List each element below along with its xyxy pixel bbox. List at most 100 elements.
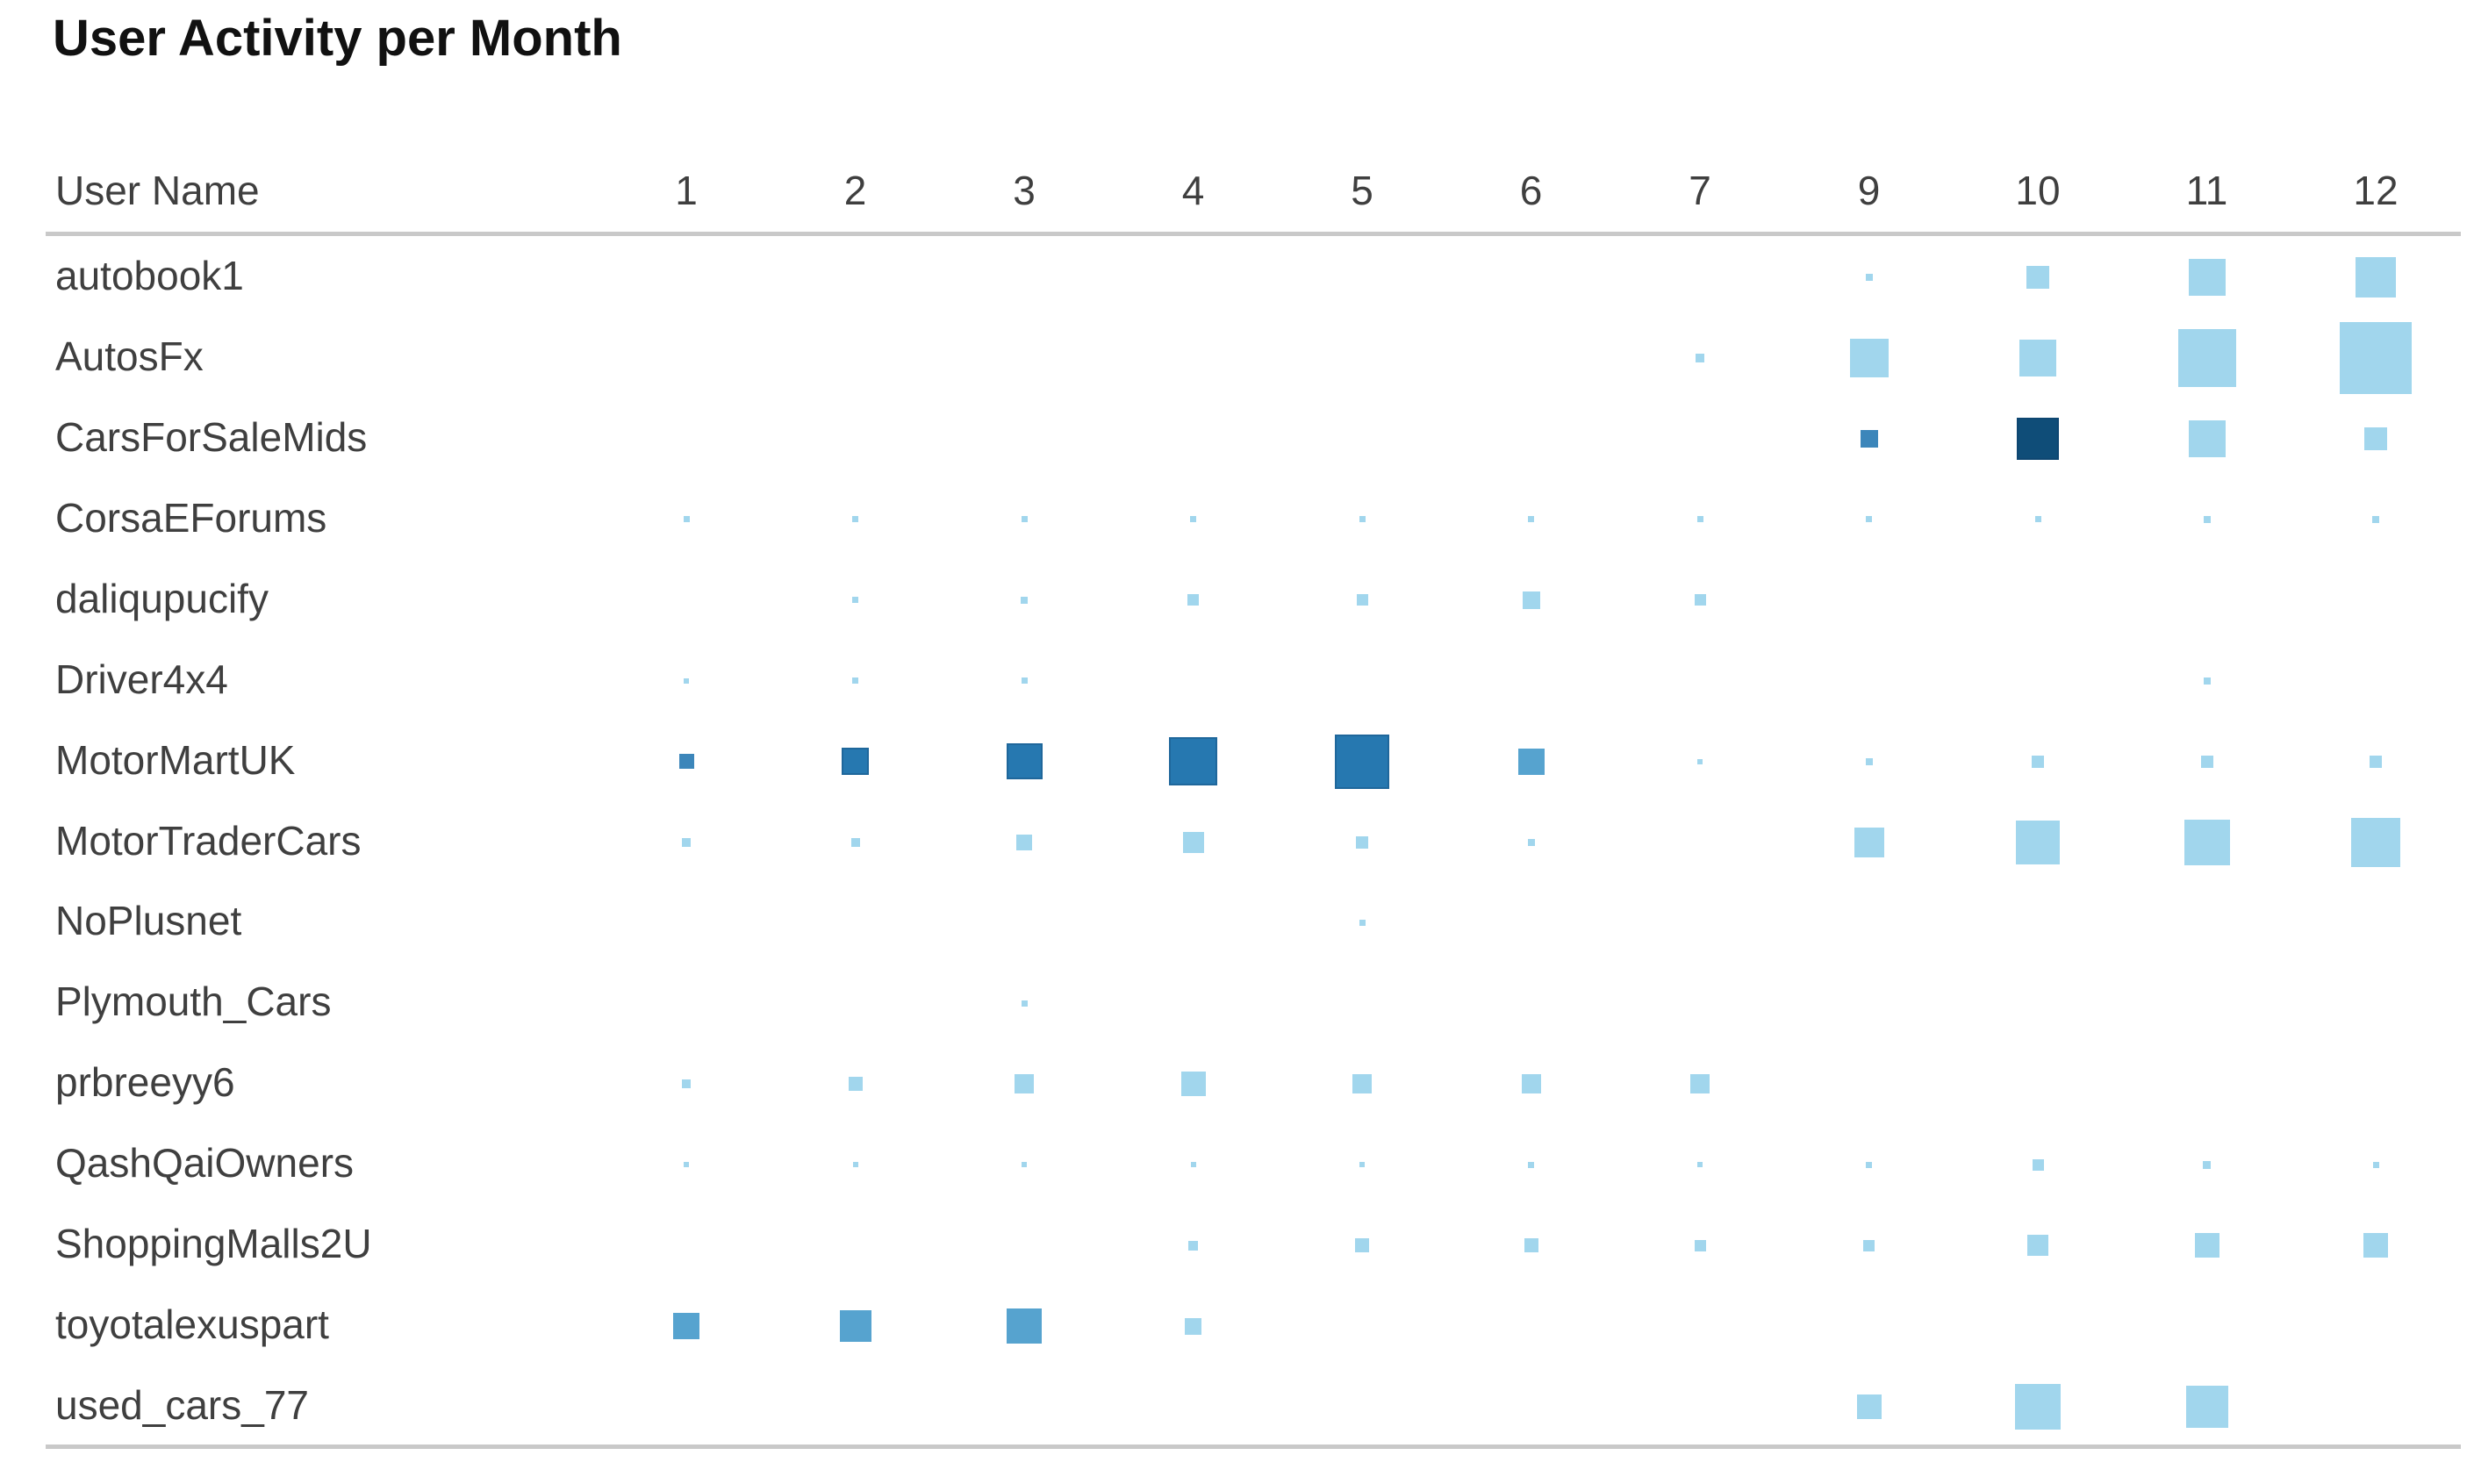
activity-mark[interactable] <box>2019 339 2056 376</box>
user-name-column-header: User Name <box>55 168 260 213</box>
activity-mark[interactable] <box>1185 1317 1201 1335</box>
activity-mark[interactable] <box>2370 755 2382 768</box>
activity-mark[interactable] <box>2026 266 2049 289</box>
activity-mark[interactable] <box>1182 831 1204 853</box>
month-column-header-9: 9 <box>1857 168 1881 213</box>
activity-mark[interactable] <box>2016 820 2060 864</box>
activity-mark[interactable] <box>1006 743 1043 780</box>
activity-mark[interactable] <box>2203 677 2211 685</box>
activity-mark[interactable] <box>1863 1239 1875 1251</box>
activity-mark[interactable] <box>2027 1235 2048 1257</box>
activity-mark[interactable] <box>1169 737 1217 786</box>
activity-mark[interactable] <box>1849 338 1889 377</box>
activity-mark[interactable] <box>852 597 858 604</box>
activity-mark[interactable] <box>848 1077 863 1092</box>
activity-mark[interactable] <box>2184 819 2230 865</box>
activity-mark[interactable] <box>684 677 689 684</box>
activity-mark[interactable] <box>1021 596 1028 604</box>
activity-mark[interactable] <box>839 1310 871 1343</box>
activity-mark[interactable] <box>2185 1386 2228 1429</box>
activity-mark[interactable] <box>2200 755 2213 768</box>
activity-mark[interactable] <box>2017 417 2059 460</box>
activity-mark[interactable] <box>1517 748 1545 775</box>
activity-mark[interactable] <box>682 837 691 847</box>
user-row-label-used_cars_77: used_cars_77 <box>55 1382 309 1429</box>
activity-mark[interactable] <box>1015 1074 1034 1094</box>
activity-mark[interactable] <box>1697 1162 1703 1168</box>
activity-mark[interactable] <box>842 748 869 776</box>
activity-mark[interactable] <box>1359 919 1366 926</box>
user-row-label-QashQaiOwners: QashQaiOwners <box>55 1140 355 1186</box>
month-column-header-1: 1 <box>675 168 698 213</box>
activity-mark[interactable] <box>1180 1072 1206 1097</box>
user-row-label-MotorTraderCars: MotorTraderCars <box>55 817 362 864</box>
activity-mark[interactable] <box>2032 755 2044 768</box>
activity-mark[interactable] <box>1524 1238 1538 1253</box>
activity-mark[interactable] <box>2363 1233 2388 1258</box>
activity-mark[interactable] <box>1016 834 1032 850</box>
activity-mark[interactable] <box>1190 516 1196 523</box>
activity-mark[interactable] <box>2188 259 2226 296</box>
activity-mark[interactable] <box>2177 328 2236 387</box>
activity-mark[interactable] <box>1696 516 1703 523</box>
user-row-label-ShoppingMalls2U: ShoppingMalls2U <box>55 1221 372 1267</box>
activity-mark[interactable] <box>1359 516 1366 523</box>
activity-mark[interactable] <box>1021 677 1028 685</box>
user-row-label-CarsForSaleMids: CarsForSaleMids <box>55 413 368 460</box>
activity-mark[interactable] <box>673 1313 699 1340</box>
activity-mark[interactable] <box>684 1162 689 1168</box>
activity-mark[interactable] <box>852 516 858 523</box>
activity-mark[interactable] <box>1021 516 1028 523</box>
activity-mark[interactable] <box>2364 427 2387 450</box>
activity-mark[interactable] <box>1690 1074 1710 1094</box>
activity-mark[interactable] <box>852 1162 858 1168</box>
activity-mark[interactable] <box>850 837 860 847</box>
activity-mark[interactable] <box>1527 838 1535 846</box>
activity-mark[interactable] <box>2351 817 2400 867</box>
activity-mark[interactable] <box>1521 1074 1541 1094</box>
activity-mark[interactable] <box>2203 1160 2211 1169</box>
activity-mark[interactable] <box>1335 734 1389 789</box>
activity-mark[interactable] <box>2372 1161 2379 1168</box>
activity-mark[interactable] <box>2194 1233 2219 1258</box>
activity-mark[interactable] <box>1007 1308 1042 1344</box>
activity-mark[interactable] <box>1856 1394 1882 1420</box>
activity-mark[interactable] <box>2188 419 2226 457</box>
activity-mark[interactable] <box>2356 257 2396 298</box>
activity-mark[interactable] <box>2340 321 2412 394</box>
activity-mark[interactable] <box>1865 274 1873 281</box>
activity-mark[interactable] <box>682 1079 691 1089</box>
user-row-label-prbreeyy6: prbreeyy6 <box>55 1059 235 1106</box>
activity-mark[interactable] <box>2032 1158 2044 1171</box>
activity-mark[interactable] <box>2203 515 2211 523</box>
activity-mark[interactable] <box>1355 1238 1369 1253</box>
activity-mark[interactable] <box>1696 353 1704 362</box>
activity-mark[interactable] <box>1190 1162 1196 1168</box>
user-row-label-CorsaEForums: CorsaEForums <box>55 494 327 541</box>
activity-mark[interactable] <box>1865 757 1873 765</box>
activity-mark[interactable] <box>1694 594 1706 606</box>
activity-mark[interactable] <box>1694 1239 1706 1251</box>
activity-mark[interactable] <box>1021 1000 1028 1007</box>
activity-mark[interactable] <box>1854 827 1884 857</box>
activity-mark[interactable] <box>683 516 690 523</box>
activity-mark[interactable] <box>678 754 694 770</box>
activity-mark[interactable] <box>2034 516 2041 523</box>
activity-mark[interactable] <box>1528 1161 1534 1168</box>
activity-mark[interactable] <box>1359 1162 1365 1168</box>
activity-mark[interactable] <box>1860 429 1878 448</box>
activity-mark[interactable] <box>1022 1162 1027 1168</box>
activity-mark[interactable] <box>2015 1384 2061 1430</box>
activity-mark[interactable] <box>1356 835 1368 849</box>
activity-mark[interactable] <box>1866 516 1872 523</box>
activity-mark[interactable] <box>2372 515 2379 523</box>
activity-mark[interactable] <box>1356 594 1368 606</box>
activity-mark[interactable] <box>1352 1074 1372 1094</box>
activity-mark[interactable] <box>1187 594 1199 606</box>
activity-mark[interactable] <box>1528 516 1534 523</box>
activity-mark[interactable] <box>1188 1240 1198 1251</box>
activity-mark[interactable] <box>1522 591 1540 609</box>
activity-mark[interactable] <box>1697 758 1703 764</box>
activity-mark[interactable] <box>852 677 858 685</box>
activity-mark[interactable] <box>1866 1161 1872 1168</box>
